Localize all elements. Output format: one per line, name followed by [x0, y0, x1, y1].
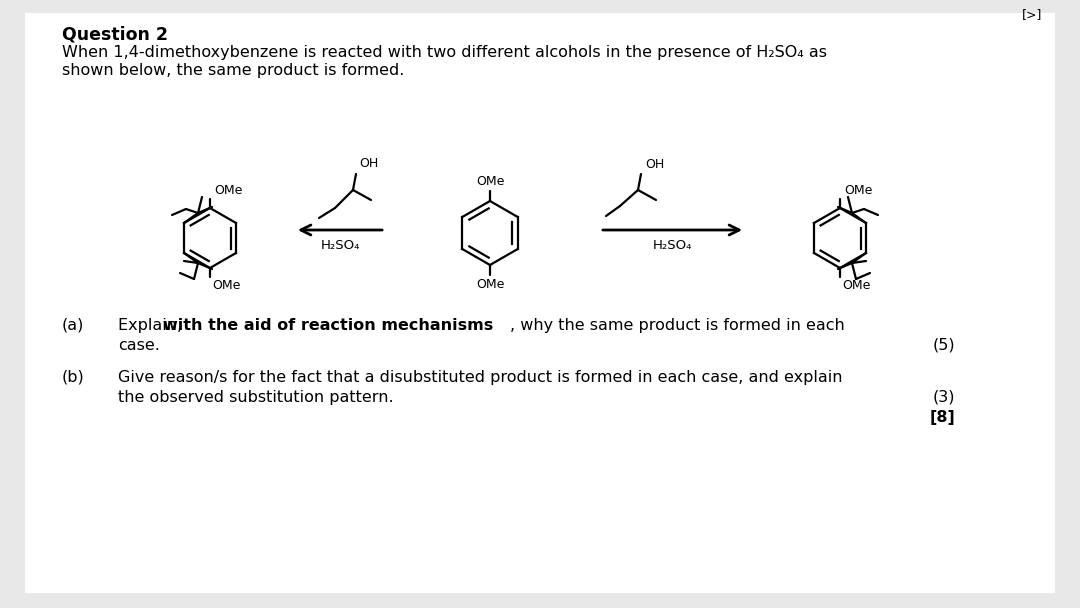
Text: OH: OH: [645, 158, 664, 171]
Text: (b): (b): [62, 370, 84, 385]
Text: the observed substitution pattern.: the observed substitution pattern.: [118, 390, 393, 405]
Text: Give reason/s for the fact that a disubstituted product is formed in each case, : Give reason/s for the fact that a disubs…: [118, 370, 842, 385]
Text: H₂SO₄: H₂SO₄: [321, 239, 360, 252]
Text: (a): (a): [62, 318, 84, 333]
Text: OMe: OMe: [843, 184, 873, 197]
Text: OMe: OMe: [214, 184, 242, 197]
Text: Explain,: Explain,: [118, 318, 187, 333]
Text: with the aid of reaction mechanisms: with the aid of reaction mechanisms: [163, 318, 494, 333]
Text: shown below, the same product is formed.: shown below, the same product is formed.: [62, 63, 404, 78]
Text: [8]: [8]: [929, 410, 955, 425]
Text: (5): (5): [932, 338, 955, 353]
Text: [>]: [>]: [1022, 8, 1042, 21]
Text: Question 2: Question 2: [62, 26, 168, 44]
Text: OMe: OMe: [476, 278, 504, 291]
Text: , why the same product is formed in each: , why the same product is formed in each: [510, 318, 845, 333]
Text: OMe: OMe: [842, 279, 870, 292]
Text: OMe: OMe: [476, 175, 504, 188]
Text: When 1,4-dimethoxybenzene is reacted with two different alcohols in the presence: When 1,4-dimethoxybenzene is reacted wit…: [62, 45, 827, 60]
Text: OMe: OMe: [212, 279, 241, 292]
Text: OH: OH: [359, 157, 378, 170]
Text: case.: case.: [118, 338, 160, 353]
Text: H₂SO₄: H₂SO₄: [652, 239, 691, 252]
Text: (3): (3): [932, 390, 955, 405]
